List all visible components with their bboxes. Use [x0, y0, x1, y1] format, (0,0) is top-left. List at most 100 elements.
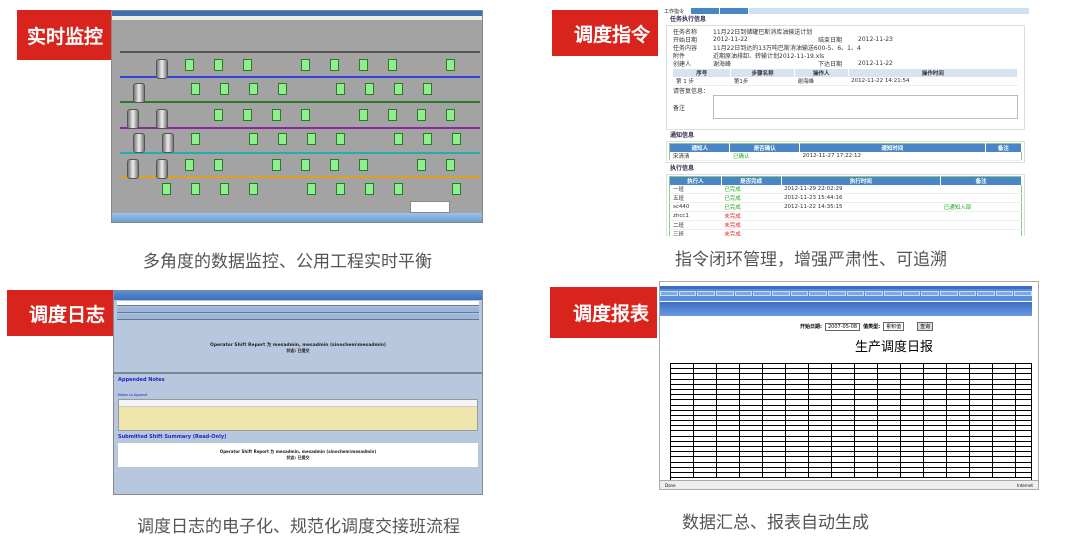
unit-box[interactable] — [359, 109, 368, 121]
unit-box[interactable] — [336, 183, 345, 195]
tank-icon[interactable] — [162, 133, 174, 153]
unit-box[interactable] — [446, 159, 455, 171]
editor-toolbar[interactable] — [119, 400, 477, 407]
unit-box[interactable] — [243, 59, 252, 71]
attachment-link[interactable]: 近期原油排卸、转输计划2012-11-19.xls — [713, 52, 825, 60]
nav-item[interactable] — [995, 291, 1014, 296]
tab-strip[interactable] — [117, 301, 479, 306]
unit-box[interactable] — [394, 183, 403, 195]
unit-box[interactable] — [214, 109, 223, 121]
tab-3[interactable] — [719, 8, 749, 14]
nav-item[interactable] — [902, 291, 921, 296]
field-value: 2012-11-22 — [713, 35, 748, 43]
unit-box[interactable] — [417, 109, 426, 121]
unit-box[interactable] — [191, 83, 200, 95]
unit-box[interactable] — [423, 83, 432, 95]
nav-item[interactable] — [790, 291, 809, 296]
unit-box[interactable] — [336, 133, 345, 145]
unit-box[interactable] — [365, 183, 374, 195]
notification-popup[interactable] — [410, 201, 450, 213]
tank-icon[interactable] — [156, 59, 168, 79]
unit-box[interactable] — [191, 133, 200, 145]
unit-box[interactable] — [249, 83, 258, 95]
tab-2[interactable] — [691, 8, 720, 14]
report-row — [671, 431, 1031, 437]
unit-box[interactable] — [359, 159, 368, 171]
nav-item[interactable] — [921, 291, 939, 296]
action-toolbar[interactable] — [117, 314, 479, 320]
unit-box[interactable] — [220, 183, 229, 195]
unit-box[interactable] — [243, 109, 252, 121]
unit-box[interactable] — [301, 59, 310, 71]
nav-item[interactable] — [771, 291, 790, 296]
unit-box[interactable] — [452, 133, 461, 145]
tank-icon[interactable] — [127, 109, 139, 129]
unit-box[interactable] — [214, 59, 223, 71]
unit-box[interactable] — [394, 83, 403, 95]
unit-box[interactable] — [301, 159, 310, 171]
unit-box[interactable] — [417, 159, 426, 171]
notify-box: 通知人 是否确认 通知时间 备注 宋清清 已确认 2012-11-27 17:22:12 — [666, 141, 1025, 163]
report-row — [671, 421, 1031, 427]
start-date-input[interactable]: 2007-05-08 — [825, 322, 861, 331]
unit-box[interactable] — [330, 159, 339, 171]
unit-box[interactable] — [162, 183, 171, 195]
report-row — [671, 379, 1031, 385]
nav-item[interactable] — [865, 291, 883, 296]
unit-box[interactable] — [307, 183, 316, 195]
tank-icon[interactable] — [156, 109, 168, 129]
nav-item[interactable] — [883, 291, 902, 296]
nav-item[interactable] — [977, 291, 995, 296]
tab-work-instruction[interactable]: 工作指令 — [658, 8, 692, 15]
unit-box[interactable] — [278, 83, 287, 95]
nav-item[interactable] — [846, 291, 865, 296]
nav-item[interactable] — [939, 291, 958, 296]
unit-box[interactable] — [359, 59, 368, 71]
nav-item[interactable] — [715, 291, 734, 296]
tank-icon[interactable] — [133, 133, 145, 153]
tank-icon[interactable] — [127, 159, 139, 179]
unit-box[interactable] — [272, 159, 281, 171]
nav-item[interactable] — [734, 291, 753, 296]
nav-item[interactable] — [809, 291, 827, 296]
value-type-select[interactable]: 累积值 — [883, 322, 905, 331]
nav-item[interactable] — [697, 291, 715, 296]
monitoring-screenshot — [111, 10, 483, 223]
unit-box[interactable] — [191, 183, 200, 195]
nav-item[interactable] — [1014, 291, 1033, 296]
unit-box[interactable] — [336, 83, 345, 95]
unit-box[interactable] — [214, 159, 223, 171]
unit-box[interactable] — [452, 183, 461, 195]
unit-box[interactable] — [330, 59, 339, 71]
nav-item[interactable] — [678, 291, 697, 296]
notes-editor[interactable] — [118, 399, 478, 431]
unit-box[interactable] — [278, 133, 287, 145]
unit-box[interactable] — [272, 109, 281, 121]
unit-box[interactable] — [446, 109, 455, 121]
unit-box[interactable] — [249, 183, 258, 195]
unit-box[interactable] — [388, 59, 397, 71]
unit-box[interactable] — [185, 59, 194, 71]
unit-box[interactable] — [307, 133, 316, 145]
unit-box[interactable] — [249, 133, 258, 145]
pipe-header-line — [120, 127, 480, 129]
tank-icon[interactable] — [133, 83, 145, 103]
unit-box[interactable] — [394, 133, 403, 145]
unit-box[interactable] — [423, 133, 432, 145]
nav-item[interactable] — [827, 291, 846, 296]
nav-item[interactable] — [660, 291, 678, 296]
unit-box[interactable] — [220, 83, 229, 95]
filter-toolbar[interactable] — [117, 307, 479, 313]
nav-item[interactable] — [753, 291, 771, 296]
menu-bar[interactable] — [114, 291, 482, 300]
remark-textarea[interactable] — [713, 95, 1018, 119]
unit-box[interactable] — [388, 109, 397, 121]
unit-box[interactable] — [365, 83, 374, 95]
nav-item[interactable] — [958, 291, 977, 296]
query-button[interactable]: 查询 — [917, 322, 934, 331]
unit-box[interactable] — [301, 109, 310, 121]
unit-box[interactable] — [185, 159, 194, 171]
unit-box[interactable] — [446, 59, 455, 71]
report-row — [671, 389, 1031, 396]
tank-icon[interactable] — [156, 159, 168, 179]
